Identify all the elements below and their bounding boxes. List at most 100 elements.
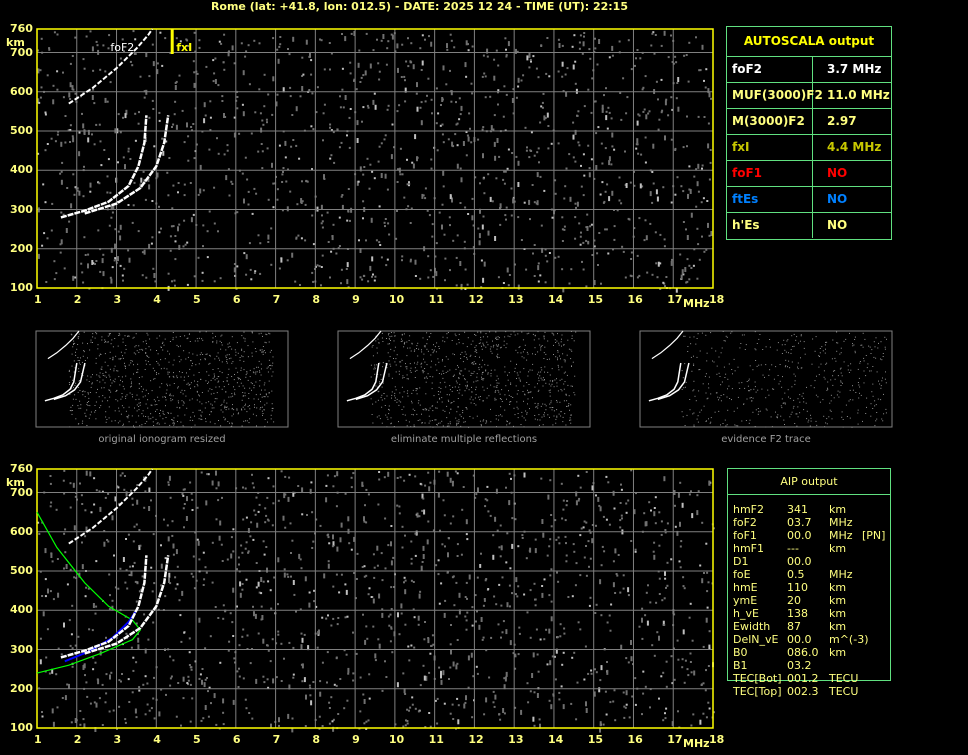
noise-dot: [152, 697, 155, 700]
noise-dot: [138, 402, 140, 404]
noise-dot: [192, 555, 195, 558]
noise-dot: [268, 392, 270, 393]
noise-dot: [391, 394, 393, 396]
noise-dot: [83, 165, 85, 168]
noise-dot: [544, 371, 545, 373]
noise-dot: [374, 653, 377, 659]
noise-dot: [444, 279, 446, 282]
noise-dot: [505, 54, 508, 57]
noise-dot: [39, 96, 42, 99]
noise-dot: [670, 260, 673, 266]
noise-dot: [262, 638, 265, 644]
noise-dot: [517, 374, 519, 376]
noise-dot: [588, 529, 591, 532]
noise-dot: [228, 368, 230, 370]
noise-dot: [128, 257, 131, 263]
noise-dot: [187, 44, 190, 47]
noise-dot: [475, 389, 477, 391]
noise-dot: [165, 392, 167, 394]
noise-dot: [215, 723, 218, 726]
noise-dot: [394, 392, 396, 394]
noise-dot: [140, 177, 143, 183]
noise-dot: [654, 522, 657, 525]
noise-dot: [213, 373, 215, 375]
noise-dot: [191, 398, 193, 400]
noise-dot: [174, 85, 177, 90]
noise-dot: [421, 351, 423, 353]
noise-dot: [208, 381, 209, 383]
noise-dot: [481, 378, 483, 380]
noise-dot: [794, 383, 796, 385]
noise-dot: [715, 350, 717, 352]
noise-dot: [549, 358, 550, 360]
noise-dot: [529, 636, 532, 639]
noise-dot: [517, 182, 520, 187]
noise-dot: [456, 163, 459, 169]
noise-dot: [544, 366, 546, 368]
noise-dot: [250, 278, 253, 281]
noise-dot: [227, 421, 229, 422]
noise-dot: [737, 396, 739, 398]
noise-dot: [68, 369, 70, 371]
noise-dot: [683, 387, 685, 389]
noise-dot: [589, 557, 592, 560]
noise-dot: [82, 394, 84, 396]
noise-dot: [735, 425, 737, 427]
noise-dot: [544, 403, 546, 405]
noise-dot: [570, 385, 572, 387]
noise-dot: [658, 544, 661, 547]
noise-dot: [665, 276, 668, 278]
noise-dot: [442, 185, 445, 188]
noise-dot: [707, 122, 710, 125]
noise-dot: [127, 150, 130, 153]
noise-dot: [758, 338, 760, 340]
noise-dot: [884, 336, 886, 338]
noise-dot: [456, 411, 458, 413]
noise-dot: [495, 379, 497, 381]
noise-dot: [826, 389, 828, 391]
noise-dot: [460, 177, 463, 183]
noise-dot: [213, 186, 216, 189]
noise-dot: [609, 701, 612, 704]
noise-dot: [436, 424, 438, 425]
noise-dot: [194, 424, 196, 426]
noise-dot: [261, 351, 263, 353]
noise-dot: [138, 415, 140, 417]
noise-dot: [87, 343, 88, 345]
noise-dot: [541, 379, 543, 381]
noise-dot: [303, 633, 306, 636]
noise-dot: [245, 707, 248, 710]
noise-dot: [174, 587, 177, 590]
noise-dot: [246, 648, 249, 650]
noise-dot: [102, 375, 104, 376]
noise-dot: [192, 362, 193, 364]
noise-dot: [686, 258, 689, 261]
noise-dot: [114, 365, 116, 367]
noise-dot: [563, 388, 565, 390]
noise-dot: [98, 355, 100, 357]
noise-dot: [499, 393, 501, 395]
noise-dot: [158, 111, 161, 114]
noise-dot: [415, 530, 418, 536]
noise-dot: [189, 368, 191, 370]
noise-dot: [748, 390, 749, 392]
noise-dot: [156, 62, 159, 65]
noise-dot: [204, 647, 207, 650]
noise-dot: [461, 351, 463, 353]
noise-dot: [702, 383, 704, 385]
noise-dot: [145, 52, 148, 58]
noise-dot: [424, 38, 426, 41]
noise-dot: [435, 87, 438, 90]
noise-dot: [69, 506, 72, 509]
noise-dot: [261, 349, 263, 351]
noise-dot: [280, 680, 283, 682]
noise-dot: [462, 486, 465, 488]
noise-dot: [89, 471, 92, 477]
noise-dot: [404, 87, 407, 93]
noise-dot: [107, 335, 109, 337]
noise-dot: [138, 406, 140, 407]
noise-dot: [855, 392, 857, 393]
noise-dot: [199, 673, 202, 676]
noise-dot: [695, 168, 698, 171]
noise-dot: [416, 106, 419, 112]
